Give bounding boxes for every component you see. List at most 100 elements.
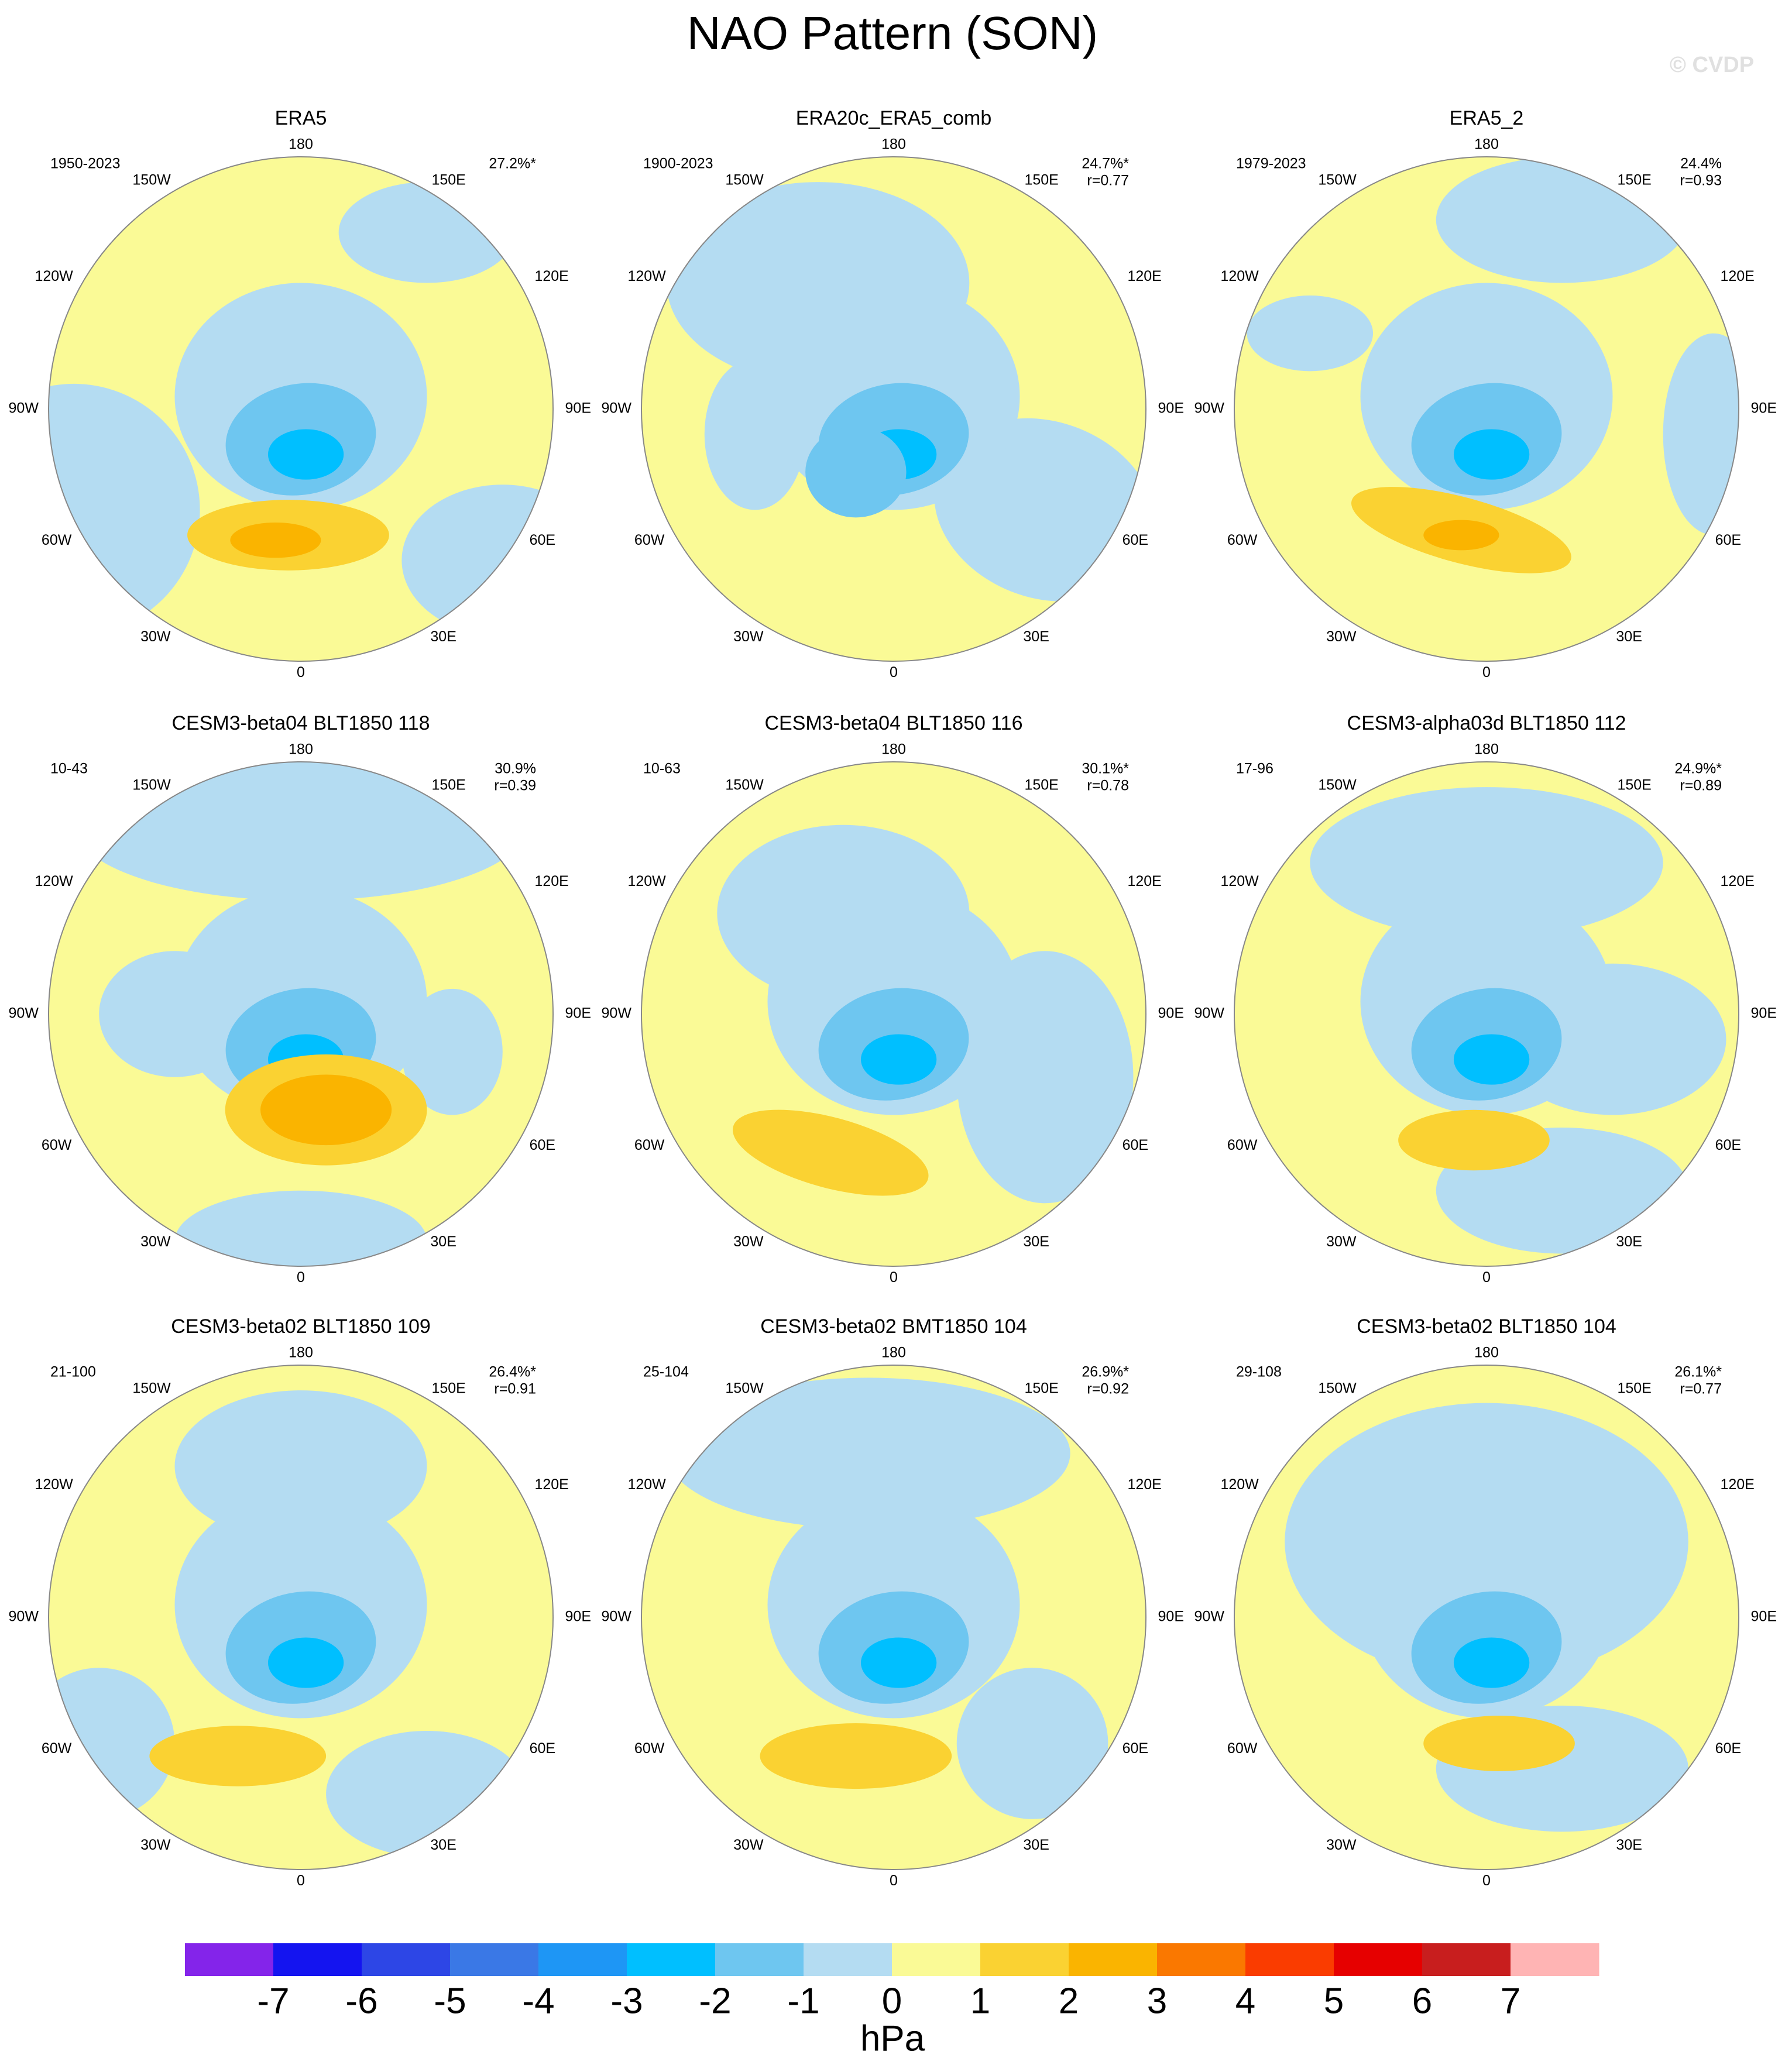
pattern-correlation: r=0.93: [1680, 173, 1722, 189]
longitude-label: 60W: [634, 1740, 665, 1757]
percent-variance: 26.9%*: [1082, 1364, 1129, 1380]
longitude-label: 180: [881, 136, 906, 152]
period: 21-100: [50, 1364, 96, 1380]
longitude-label: 120W: [627, 268, 666, 284]
colorbar-box: [980, 1943, 1069, 1976]
period: 17-96: [1236, 761, 1273, 777]
pattern-correlation: r=0.78: [1087, 778, 1129, 794]
panel-title: ERA5: [275, 107, 327, 129]
contour-region: [1423, 520, 1499, 551]
map-border: [1234, 1365, 1739, 1870]
contour-region: [267, 429, 344, 480]
longitude-label: 150E: [1024, 171, 1058, 188]
longitude-label: 180: [1474, 741, 1499, 757]
contour-region: [267, 1637, 344, 1688]
longitude-label: 0: [297, 1269, 305, 1286]
colorbar-box: [1245, 1943, 1334, 1976]
map-panel: CESM3-beta02 BLT1850 109 21-100 26.4%*r=0.…: [9, 1315, 591, 1889]
longitude-label: 180: [1474, 136, 1499, 152]
contour-fill: [717, 824, 1134, 1204]
longitude-label: 60W: [42, 1137, 72, 1153]
contour-fill: [1310, 787, 1726, 1254]
contour-region: [760, 1723, 952, 1789]
contour-region: [74, 762, 528, 901]
pattern-correlation: r=0.89: [1680, 778, 1722, 794]
colorbar-box: [715, 1943, 804, 1976]
colorbar-tick-label: 5: [1324, 1981, 1344, 2021]
percent-variance: 24.7%*: [1082, 156, 1129, 172]
colorbar-tick-label: -3: [610, 1981, 643, 2021]
colorbar-box: [273, 1943, 362, 1976]
longitude-label: 90E: [1751, 1005, 1777, 1022]
longitude-label: 120E: [1127, 268, 1161, 284]
contour-fill: [667, 1377, 1108, 1819]
longitude-label: 150W: [1318, 1380, 1357, 1396]
colorbar-tick-label: -1: [787, 1981, 819, 2021]
pattern-correlation: r=0.77: [1680, 1381, 1722, 1397]
longitude-label: 30W: [733, 628, 764, 645]
longitude-label: 30E: [1616, 1233, 1642, 1250]
longitude-label: 150E: [431, 776, 465, 793]
map-border: [1234, 156, 1739, 662]
contour-region: [149, 1726, 327, 1786]
longitude-label: 150E: [1617, 776, 1651, 793]
longitude-label: 30W: [1326, 628, 1357, 645]
longitude-label: 150W: [132, 776, 171, 793]
panel-title: CESM3-alpha03d BLT1850 112: [1347, 712, 1626, 734]
colorbar-box: [627, 1943, 716, 1976]
longitude-label: 150E: [1024, 776, 1058, 793]
map-border: [641, 761, 1146, 1267]
contour-region: [1453, 1637, 1530, 1688]
longitude-label: 120W: [1220, 873, 1259, 889]
longitude-label: 90E: [1751, 1609, 1777, 1625]
longitude-label: 0: [1482, 1269, 1491, 1286]
longitude-label: 60E: [1123, 1137, 1148, 1153]
percent-variance: 27.2%*: [489, 156, 536, 172]
contour-region: [1453, 429, 1530, 480]
percent-variance: 26.1%*: [1674, 1364, 1722, 1380]
longitude-label: 150W: [1318, 171, 1357, 188]
contour-region: [1247, 295, 1374, 372]
map-panel: CESM3-alpha03d BLT1850 112 17-96 24.9%*r=0…: [1194, 712, 1777, 1286]
colorbar-tick-label: 0: [882, 1981, 902, 2021]
longitude-label: 150E: [1617, 1380, 1651, 1396]
colorbar-box: [185, 1943, 274, 1976]
longitude-label: 30W: [733, 1233, 764, 1250]
longitude-label: 120W: [35, 873, 73, 889]
longitude-label: 90W: [1194, 1609, 1225, 1625]
map-border: [1234, 761, 1739, 1267]
colorbar-box: [1422, 1943, 1511, 1976]
pattern-correlation: r=0.39: [494, 778, 536, 794]
contour-region: [174, 1390, 427, 1542]
longitude-label: 150E: [1024, 1380, 1058, 1396]
longitude-label: 60E: [530, 1740, 555, 1757]
panel-title: ERA5_2: [1450, 107, 1524, 129]
colorbar-tick-label: -5: [434, 1981, 466, 2021]
percent-variance: 24.9%*: [1674, 761, 1722, 777]
map-border: [48, 1365, 554, 1870]
period: 29-108: [1236, 1364, 1282, 1380]
pattern-correlation: r=0.92: [1087, 1381, 1129, 1397]
panel-title: CESM3-beta02 BMT1850 104: [760, 1315, 1027, 1338]
colorbar-box: [1511, 1943, 1599, 1976]
panel-title: CESM3-beta02 BLT1850 104: [1357, 1315, 1616, 1338]
longitude-label: 30W: [140, 1233, 171, 1250]
colorbar-tick-label: 6: [1412, 1981, 1432, 2021]
percent-variance: 30.1%*: [1082, 761, 1129, 777]
longitude-label: 30E: [1023, 628, 1049, 645]
map-border: [48, 156, 554, 662]
map-panel: ERA20c_ERA5_comb 1900-2023 24.7%*r=0.77 180…: [602, 107, 1184, 681]
longitude-label: 90W: [1194, 1005, 1225, 1022]
longitude-label: 30E: [1616, 1837, 1642, 1853]
contour-region: [667, 1377, 1070, 1530]
contour-region: [338, 182, 516, 283]
colorbar-tick-label: -4: [522, 1981, 554, 2021]
map-border: [48, 761, 554, 1267]
longitude-label: 120W: [1220, 268, 1259, 284]
longitude-label: 60W: [634, 532, 665, 548]
longitude-label: 30E: [430, 628, 456, 645]
longitude-label: 120E: [1720, 873, 1754, 889]
colorbar-box: [804, 1943, 893, 1976]
longitude-label: 30E: [430, 1233, 456, 1250]
longitude-label: 30W: [140, 1837, 171, 1853]
